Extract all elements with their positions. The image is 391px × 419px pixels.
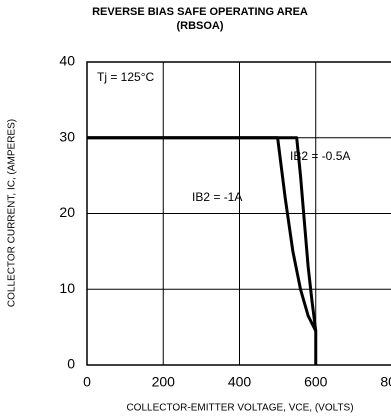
y-tick-label: 40 [59, 53, 75, 69]
chart-title: REVERSE BIAS SAFE OPERATING AREA [92, 6, 308, 18]
series-line [87, 136, 318, 365]
annotation: Tj = 125°C [97, 70, 154, 84]
y-tick-label: 20 [59, 204, 75, 220]
x-axis-label: COLLECTOR-EMITTER VOLTAGE, VCE, (VOLTS) [126, 403, 353, 414]
x-tick-label: 200 [152, 374, 176, 390]
x-tick-label: 400 [228, 374, 252, 390]
y-tick-label: 10 [59, 280, 75, 296]
series-line [87, 136, 318, 332]
chart-subtitle: (RBSOA) [176, 20, 223, 32]
series-label: IB2 = -0.5A [290, 149, 350, 163]
y-tick-label: 0 [67, 356, 75, 372]
x-tick-label: 600 [304, 374, 328, 390]
y-tick-label: 30 [59, 128, 75, 144]
y-axis-label: COLLECTOR CURRENT, IC, (AMPERES) [7, 119, 18, 307]
series-label: IB2 = -1A [192, 190, 242, 204]
plot-frame [86, 61, 391, 366]
x-tick-label: 0 [83, 374, 91, 390]
x-tick-label: 800 [380, 374, 391, 390]
